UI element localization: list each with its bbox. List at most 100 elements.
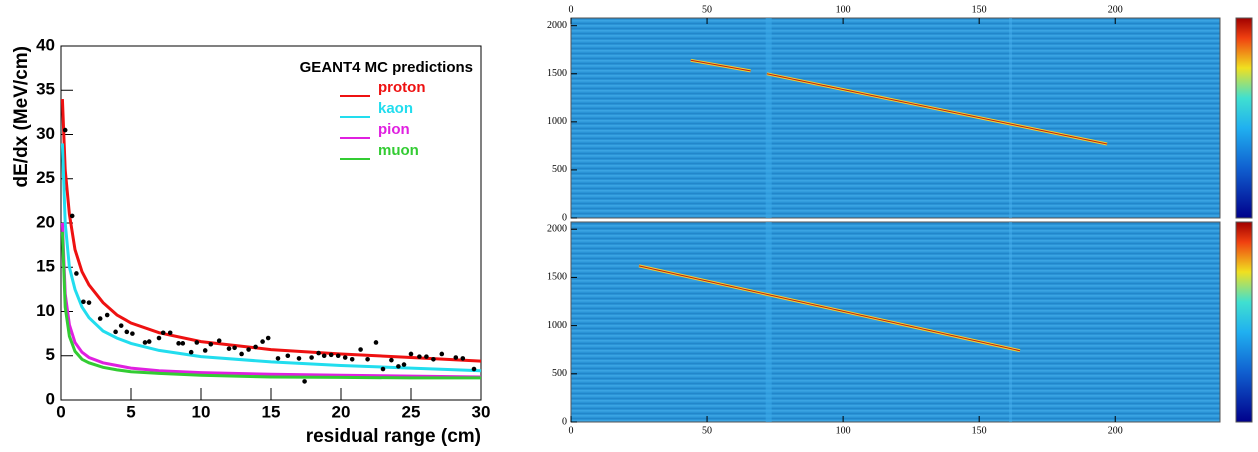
data-point: [342, 355, 348, 360]
data-point: [389, 357, 394, 363]
curve: [60, 231, 481, 380]
data-point: [265, 335, 271, 341]
curve: [60, 143, 482, 373]
y-tick-label: 40: [36, 35, 55, 54]
y-tick-label: 0: [46, 389, 55, 408]
data-point: [232, 345, 237, 351]
data-point: [302, 379, 307, 384]
data-point: [358, 347, 363, 352]
data-point: [167, 330, 173, 336]
x-tick-label: 150: [972, 425, 987, 436]
data-point: [431, 356, 436, 362]
legend-label: kaon: [378, 100, 413, 117]
dead-channel-band: [765, 222, 772, 422]
data-point: [118, 323, 124, 328]
event-display: [570, 17, 1221, 219]
curve: [60, 222, 482, 379]
y-tick-label: 5: [46, 345, 55, 364]
data-point: [156, 335, 162, 341]
data-point: [285, 353, 291, 359]
data-point: [373, 340, 379, 345]
data-point: [86, 300, 92, 305]
data-point: [146, 339, 152, 344]
track-core: [638, 265, 1021, 352]
y-tick-label: 30: [36, 124, 55, 143]
data-point: [396, 364, 401, 369]
x-tick-label: 100: [836, 4, 851, 15]
data-point: [130, 331, 135, 336]
x-tick-label: 0: [569, 4, 574, 15]
x-tick-label: 0: [569, 425, 574, 436]
data-point: [349, 356, 355, 362]
data-point: [202, 348, 208, 353]
data-point: [97, 316, 103, 321]
data-point: [194, 340, 200, 345]
data-point: [69, 213, 75, 219]
data-point: [246, 347, 251, 352]
x-tick-label: 5: [126, 402, 135, 421]
y-tick-label: 2000: [547, 224, 567, 235]
data-point: [401, 362, 407, 367]
y-tick-label: 0: [562, 416, 567, 427]
data-point: [328, 352, 334, 358]
data-point: [180, 341, 186, 346]
data-point: [253, 344, 258, 350]
data-point: [365, 356, 370, 362]
data-point: [81, 299, 86, 305]
dead-channel-band: [765, 18, 772, 218]
data-point: [453, 355, 459, 360]
y-tick-label: 25: [36, 168, 55, 187]
data-point: [62, 127, 68, 133]
data-point: [296, 356, 302, 361]
data-point: [335, 353, 341, 359]
dead-channel-band: [1009, 18, 1013, 218]
x-tick-label: 200: [1108, 4, 1123, 15]
y-tick-label: 20: [36, 212, 55, 231]
dead-channel-band: [1009, 222, 1013, 422]
data-point: [417, 354, 422, 359]
x-tick-label: 10: [192, 402, 211, 421]
data-point: [316, 350, 321, 356]
y-tick-label: 0: [562, 212, 567, 223]
data-point: [208, 341, 214, 347]
x-tick-label: 50: [702, 425, 712, 436]
data-point: [188, 349, 194, 355]
track-core: [766, 73, 1108, 145]
y-tick-label: 2000: [547, 20, 567, 31]
y-tick-label: 1000: [547, 116, 567, 127]
data-point: [226, 346, 232, 351]
data-point: [471, 366, 477, 372]
data-point: [160, 330, 166, 336]
track-core: [690, 59, 751, 72]
y-tick-label: 35: [36, 80, 55, 99]
x-tick-label: 30: [472, 402, 491, 421]
data-point: [321, 353, 327, 359]
y-tick-label: 500: [552, 164, 567, 175]
legend-title: GEANT4 MC predictions: [300, 59, 473, 76]
y-tick-label: 1500: [547, 68, 567, 79]
x-tick-label: 200: [1108, 425, 1123, 436]
y-tick-label: 1000: [547, 320, 567, 331]
data-point: [460, 356, 466, 361]
legend-label: pion: [378, 121, 410, 138]
data-point: [309, 355, 314, 360]
x-tick-label: 15: [262, 402, 281, 421]
color-bar: [1235, 17, 1253, 219]
data-point: [239, 351, 244, 357]
y-axis-label: dE/dx (MeV/cm): [11, 46, 32, 187]
curve: [60, 99, 482, 363]
y-tick-label: 10: [36, 301, 55, 320]
data-point: [260, 339, 265, 344]
x-axis-label: residual range (cm): [306, 426, 481, 447]
data-point: [104, 312, 110, 318]
x-tick-label: 20: [332, 402, 351, 421]
x-tick-label: 150: [972, 4, 987, 15]
data-point: [424, 354, 429, 359]
legend-label: muon: [378, 142, 419, 159]
x-tick-label: 100: [836, 425, 851, 436]
data-point: [216, 338, 222, 344]
data-point: [408, 351, 414, 357]
y-tick-label: 1500: [547, 272, 567, 283]
